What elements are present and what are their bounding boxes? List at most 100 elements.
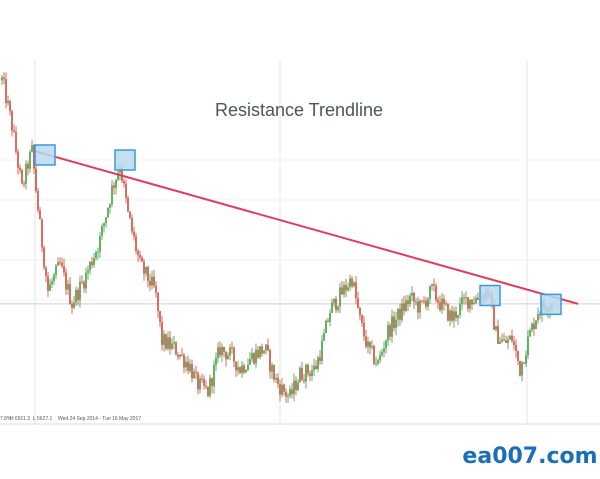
candle-body bbox=[153, 276, 155, 286]
candle-body bbox=[319, 357, 321, 361]
candle-body bbox=[417, 301, 419, 313]
candle-body bbox=[67, 284, 69, 290]
candle-body bbox=[85, 272, 87, 289]
candle-body bbox=[377, 360, 379, 364]
candle-body bbox=[35, 168, 37, 191]
candle-body bbox=[397, 308, 399, 320]
touch-points-layer bbox=[34, 144, 562, 316]
candle-body bbox=[115, 179, 117, 188]
candle-body bbox=[249, 359, 251, 365]
candle-body bbox=[331, 302, 333, 314]
footer-label: H 6911.3 bbox=[10, 416, 30, 422]
candle-body bbox=[509, 335, 511, 340]
candle-body bbox=[537, 314, 539, 321]
candle-body bbox=[375, 363, 377, 365]
candle-body bbox=[109, 204, 111, 208]
candle-body bbox=[469, 299, 471, 309]
footer-label: L 5627.1 bbox=[33, 416, 52, 422]
candle-body bbox=[291, 389, 293, 395]
candle-body bbox=[179, 354, 181, 357]
candle-body bbox=[433, 284, 435, 286]
candle-body bbox=[285, 391, 287, 397]
candle-body bbox=[311, 370, 313, 376]
candle-body bbox=[209, 378, 211, 396]
candle-body bbox=[297, 382, 299, 391]
candle-body bbox=[143, 261, 145, 274]
candle-body bbox=[437, 299, 439, 303]
candle-body bbox=[359, 307, 361, 316]
candle-body bbox=[169, 337, 171, 349]
candle-body bbox=[323, 333, 325, 341]
candle-body bbox=[355, 282, 357, 299]
footer-label: 7.8% bbox=[0, 416, 12, 422]
candle-body bbox=[361, 315, 363, 323]
candle-body bbox=[95, 252, 97, 259]
candle-body bbox=[19, 167, 21, 170]
candle-body bbox=[401, 303, 403, 320]
candle-body bbox=[431, 284, 433, 286]
candle-body bbox=[333, 298, 335, 303]
candle-body bbox=[327, 320, 329, 322]
candle-body bbox=[227, 355, 229, 360]
candle-body bbox=[409, 295, 411, 304]
candle-body bbox=[211, 378, 213, 387]
candle-body bbox=[189, 363, 191, 371]
candle-body bbox=[295, 380, 297, 391]
candle-body bbox=[329, 313, 331, 322]
candle-body bbox=[241, 365, 243, 374]
candle-body bbox=[275, 377, 277, 380]
candle-body bbox=[507, 339, 509, 343]
candle-body bbox=[165, 334, 167, 349]
candle-body bbox=[37, 190, 39, 211]
candle-body bbox=[429, 285, 431, 299]
candle-body bbox=[383, 348, 385, 352]
candle-body bbox=[111, 185, 113, 205]
candle-body bbox=[403, 303, 405, 311]
candle-body bbox=[229, 347, 231, 356]
footer-label: Wed 24 Sep 2014 - Tue 16 May 2017 bbox=[58, 416, 141, 422]
candle-body bbox=[3, 77, 5, 80]
candle-body bbox=[267, 344, 269, 351]
candle-body bbox=[217, 347, 219, 358]
candle-body bbox=[15, 131, 17, 152]
candle-body bbox=[135, 236, 137, 251]
candle-body bbox=[89, 261, 91, 271]
candle-body bbox=[25, 163, 27, 184]
candle-body bbox=[141, 257, 143, 262]
candle-body bbox=[419, 300, 421, 313]
candle-body bbox=[309, 373, 311, 376]
candle-body bbox=[149, 280, 151, 286]
candle-body bbox=[389, 325, 391, 337]
candle-body bbox=[499, 341, 501, 344]
candle-body bbox=[519, 361, 521, 376]
candle-body bbox=[13, 130, 15, 132]
candle-body bbox=[185, 361, 187, 368]
candle-body bbox=[399, 308, 401, 320]
brand-logo: ea007.com bbox=[462, 444, 597, 469]
candle-body bbox=[493, 304, 495, 330]
candle-body bbox=[103, 223, 105, 227]
candle-body bbox=[237, 367, 239, 371]
candle-body bbox=[79, 281, 81, 301]
candle-body bbox=[171, 343, 173, 349]
candle-body bbox=[533, 323, 535, 329]
candle-body bbox=[273, 364, 275, 380]
candle-body bbox=[287, 395, 289, 397]
candle-body bbox=[129, 211, 131, 219]
candle-body bbox=[1, 77, 3, 81]
candle-body bbox=[371, 345, 373, 348]
candle-body bbox=[239, 367, 241, 374]
candle-body bbox=[263, 350, 265, 354]
candle-body bbox=[75, 289, 77, 303]
candle-body bbox=[283, 384, 285, 392]
candle-body bbox=[223, 346, 225, 352]
candle-body bbox=[279, 383, 281, 395]
candle-body bbox=[49, 284, 51, 291]
candle-body bbox=[459, 303, 461, 316]
candle-body bbox=[133, 231, 135, 237]
candle-body bbox=[427, 298, 429, 307]
candle-body bbox=[363, 322, 365, 337]
candle-body bbox=[381, 351, 383, 356]
footer-info: 7.8%H 6911.3 L 5627.1 Wed 24 Sep 2014 - Tu… bbox=[0, 416, 141, 422]
